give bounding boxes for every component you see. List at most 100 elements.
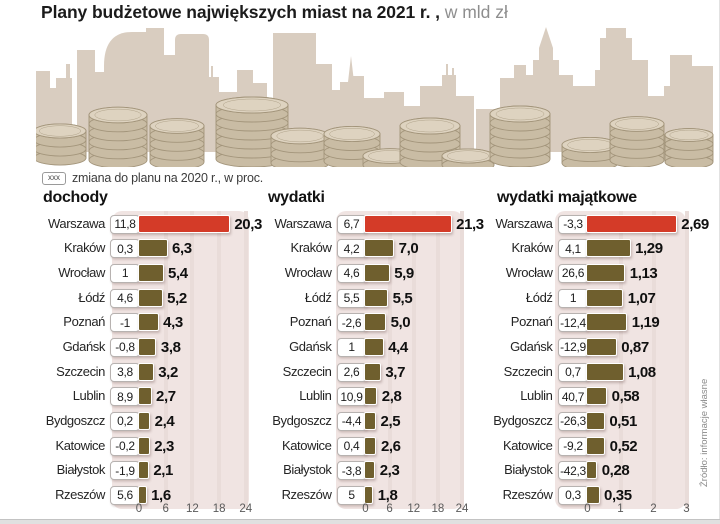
panel-gridline <box>190 211 195 509</box>
page-bottom-strip <box>0 519 720 524</box>
value-label: 1,19 <box>631 314 660 332</box>
city-label: Bydgoszcz <box>45 412 106 428</box>
bar <box>586 337 617 356</box>
city-label: Szczecin <box>56 363 105 379</box>
change-percent-box: -0,8 <box>110 337 140 357</box>
bar <box>364 288 389 307</box>
city-label: Łódź <box>304 289 332 305</box>
change-percent-box: -1 <box>110 313 140 333</box>
bar <box>586 239 631 258</box>
city-label: Poznań <box>289 314 332 330</box>
bar <box>137 485 147 504</box>
change-percent-box: 0,4 <box>336 436 367 456</box>
panel-plot-area <box>112 211 249 509</box>
city-label: Warszawa <box>495 215 553 231</box>
city-label: Szczecin <box>503 363 553 379</box>
value-label: 3,2 <box>158 363 178 381</box>
change-percent-box: 5 <box>336 485 367 505</box>
bar <box>137 288 163 307</box>
value-label: 1,6 <box>151 486 171 504</box>
change-percent-box: 6,7 <box>336 214 367 234</box>
axis-tick-label: 6 <box>162 503 169 515</box>
value-label: 20,3 <box>234 215 262 233</box>
axis-tick-label: 2 <box>650 503 657 515</box>
value-label: 5,2 <box>167 289 187 307</box>
bar <box>137 362 154 381</box>
axis-tick-label: 18 <box>431 503 445 515</box>
change-percent-box: -3,8 <box>336 461 367 481</box>
axis-tick-label: 12 <box>407 503 421 515</box>
bar <box>364 436 377 455</box>
city-label: Łódź <box>78 289 105 305</box>
bar <box>364 362 381 381</box>
city-label: Wrocław <box>284 264 332 280</box>
bar <box>586 411 605 430</box>
panel-gridline <box>217 211 222 509</box>
city-label: Białystok <box>56 462 106 478</box>
bar <box>586 288 624 307</box>
panel-gridline <box>435 211 440 509</box>
city-label: Kraków <box>290 240 332 256</box>
panel-gridline <box>243 211 248 509</box>
change-percent-box: -3,3 <box>557 214 589 234</box>
source-note: Źródło: informacje własne <box>699 378 710 487</box>
bar-highlight <box>364 214 452 233</box>
city-label: Lublin <box>299 388 332 404</box>
change-percent-box: 3,8 <box>110 362 140 382</box>
axis-tick-label: 0 <box>584 503 591 515</box>
city-label: Rzeszów <box>55 486 105 502</box>
axis-tick-label: 0 <box>362 503 369 515</box>
bar <box>364 485 374 504</box>
value-label: 0,52 <box>609 437 638 455</box>
axis-tick-label: 18 <box>212 503 226 515</box>
change-percent-box: 5,5 <box>336 288 367 308</box>
page-title-unit: w mld zł <box>444 2 508 22</box>
value-label: 2,1 <box>153 462 173 480</box>
axis-tick-label: 12 <box>185 503 199 515</box>
city-label: Katowice <box>281 437 332 453</box>
panel-gridline <box>459 211 464 509</box>
axis-tick-label: 6 <box>386 503 393 515</box>
city-label: Katowice <box>502 437 553 453</box>
value-label: 2,8 <box>381 388 402 406</box>
city-label: Warszawa <box>48 215 105 231</box>
value-label: 0,35 <box>604 486 632 504</box>
bar <box>364 313 387 332</box>
change-percent-box: -2,6 <box>336 313 367 333</box>
panel-title: wydatki majątkowe <box>497 189 637 206</box>
bar <box>586 387 608 406</box>
value-label: 2,6 <box>380 437 401 455</box>
change-percent-box: -12,9 <box>557 337 589 357</box>
change-percent-box: 4,6 <box>336 263 367 283</box>
value-label: 5,0 <box>390 314 411 332</box>
bar <box>137 436 150 455</box>
page-title: Plany budżetowe największych miast na 20… <box>41 2 508 23</box>
bar <box>137 387 152 406</box>
value-label: 1,29 <box>635 240 663 258</box>
bar <box>364 387 378 406</box>
city-label: Białystok <box>283 462 332 478</box>
legend-marker-box: xxx <box>42 171 66 185</box>
value-label: 7,0 <box>398 240 419 258</box>
city-label: Poznań <box>63 314 105 330</box>
city-label: Bydgoszcz <box>493 412 553 428</box>
bar <box>137 263 164 282</box>
city-label: Lublin <box>520 388 553 404</box>
bar <box>137 313 159 332</box>
change-percent-box: 5,6 <box>110 485 140 505</box>
change-percent-box: 8,9 <box>110 387 140 407</box>
change-percent-box: -0,2 <box>110 436 140 456</box>
change-percent-box: 0,3 <box>110 239 140 259</box>
change-percent-box: -9,2 <box>557 436 589 456</box>
city-label: Rzeszów <box>281 486 332 502</box>
bar <box>586 461 598 480</box>
city-label: Lublin <box>72 388 106 404</box>
change-percent-box: 40,7 <box>557 387 589 407</box>
value-label: 2,69 <box>681 215 709 233</box>
city-label: Gdańsk <box>62 338 106 354</box>
value-label: 0,51 <box>609 412 637 430</box>
change-percent-box: 11,8 <box>110 214 140 234</box>
city-label: Kraków <box>511 240 553 256</box>
panel-plot-area <box>336 211 463 509</box>
